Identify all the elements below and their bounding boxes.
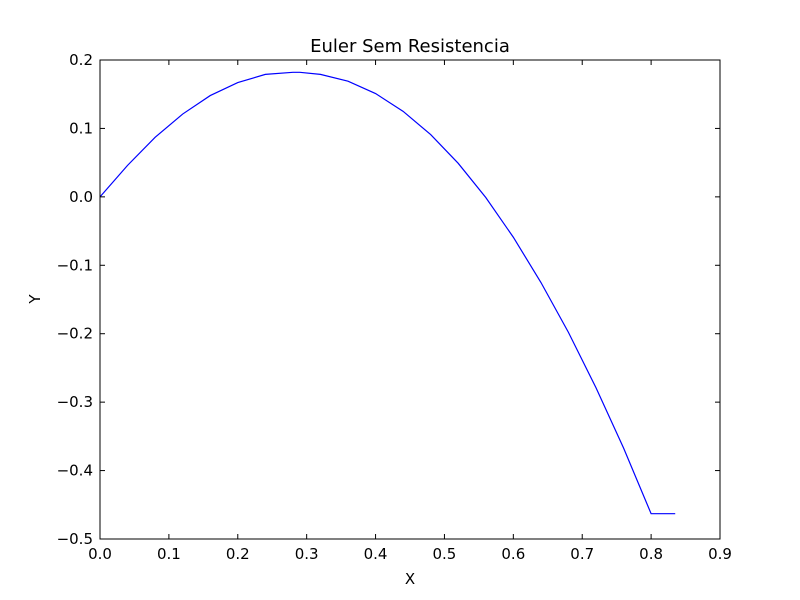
y-tick-label: 0.2: [69, 51, 93, 69]
y-axis-label: Y: [26, 294, 44, 305]
x-tick-label: 0.6: [501, 545, 525, 563]
x-tick-label: 0.2: [226, 545, 250, 563]
x-tick-label: 0.8: [639, 545, 663, 563]
x-tick-label: 0.9: [708, 545, 732, 563]
chart-title: Euler Sem Resistencia: [310, 36, 510, 57]
plot-area: 0.0 0.1 0.2 0.3 0.4 0.5 0.6 0.7 0.8 0.90.20.10.0−…: [57, 51, 732, 563]
y-tick-label: −0.4: [57, 462, 93, 480]
y-tick-label: −0.2: [57, 325, 93, 343]
y-tick-label: −0.3: [57, 393, 93, 411]
y-tick-label: 0.0: [69, 188, 93, 206]
x-tick-label: 0.7: [570, 545, 594, 563]
x-tick-label: 0.4: [364, 545, 388, 563]
x-tick-label: 0.5: [433, 545, 457, 563]
series-line: [99, 71, 676, 515]
y-tick-label: −0.1: [57, 256, 93, 274]
x-axis-label: X: [405, 570, 415, 588]
y-tick-label: 0.1: [69, 119, 93, 137]
y-tick-label: −0.5: [57, 530, 93, 548]
x-tick-label: 0.3: [295, 545, 319, 563]
x-tick-label: 0.0: [88, 545, 112, 563]
x-tick-label: 0.1: [157, 545, 181, 563]
axes-frame: [99, 59, 721, 540]
